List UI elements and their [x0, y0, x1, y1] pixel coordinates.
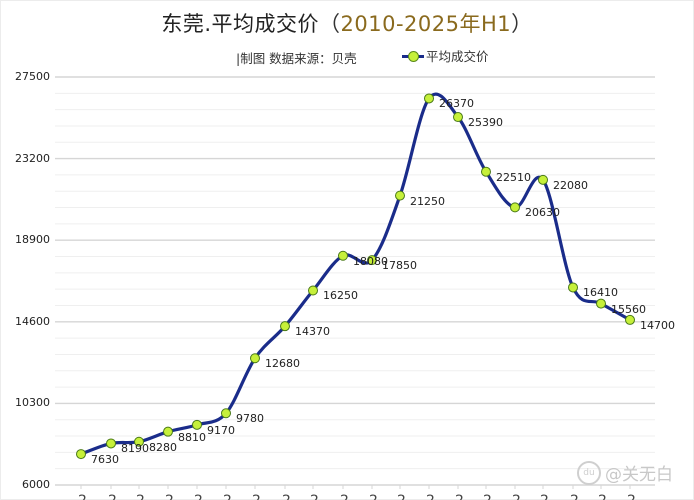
- data-label: 14370: [295, 325, 330, 339]
- y-tick-label: 10300: [15, 396, 50, 410]
- data-label: 22080: [553, 178, 588, 192]
- data-label: 8810: [178, 430, 206, 444]
- x-tick-label-cutoff: 2: [78, 493, 87, 500]
- x-tick-label-cutoff: 2: [397, 493, 406, 500]
- data-point-marker[interactable]: [424, 93, 434, 104]
- data-point-marker[interactable]: [338, 250, 348, 261]
- data-label: 18080: [353, 254, 388, 268]
- data-point-marker[interactable]: [510, 202, 520, 213]
- data-label: 16250: [323, 289, 358, 303]
- data-label: 9780: [236, 412, 264, 426]
- data-point-marker[interactable]: [192, 419, 202, 430]
- baidu-paw-icon: du: [577, 460, 601, 485]
- data-point-marker[interactable]: [453, 112, 463, 123]
- legend-row: |制图 数据来源：贝壳 平均成交价: [0, 46, 694, 66]
- x-tick-label-cutoff: 2: [165, 493, 174, 500]
- data-label: 17850: [382, 259, 417, 273]
- data-label: 20630: [525, 206, 560, 220]
- watermark-text: @关无白: [605, 465, 673, 485]
- x-tick-label-cutoff: 2: [223, 493, 232, 500]
- x-tick-label-cutoff: 2: [282, 493, 291, 500]
- data-label: 8280: [149, 440, 177, 454]
- x-tick-label-cutoff: 2: [194, 493, 203, 500]
- data-point-marker[interactable]: [250, 353, 260, 364]
- data-point-marker[interactable]: [367, 255, 377, 266]
- data-point-marker[interactable]: [76, 449, 86, 460]
- series-line: [80, 92, 631, 456]
- data-point-marker[interactable]: [596, 298, 606, 309]
- data-label: 7630: [91, 453, 119, 467]
- y-tick-label: 23200: [15, 151, 50, 165]
- x-tick-label-cutoff: 2: [108, 493, 117, 500]
- x-tick-label-cutoff: 2: [252, 493, 261, 500]
- data-point-marker[interactable]: [134, 436, 144, 447]
- legend-label: 平均成交价: [426, 49, 489, 64]
- legend-line-marker-icon: [402, 47, 424, 65]
- x-tick-label-cutoff: 2: [512, 493, 521, 500]
- data-label: 26370: [439, 97, 474, 111]
- watermark: du @关无白: [577, 460, 673, 485]
- data-label: 25390: [468, 116, 503, 130]
- y-tick-label: 6000: [22, 478, 50, 491]
- data-point-marker[interactable]: [163, 426, 173, 437]
- data-point-marker[interactable]: [538, 174, 548, 185]
- data-label: 22510: [496, 170, 531, 184]
- data-point-marker[interactable]: [625, 314, 635, 325]
- data-point-marker[interactable]: [221, 408, 231, 419]
- legend: 平均成交价: [402, 46, 489, 65]
- data-point-marker[interactable]: [395, 190, 405, 201]
- data-point-marker[interactable]: [280, 321, 290, 332]
- x-tick-label-cutoff: 2: [627, 493, 636, 500]
- title-close-paren: ）: [511, 12, 533, 36]
- data-point-marker[interactable]: [481, 166, 491, 177]
- data-label: 21250: [410, 194, 445, 208]
- data-label: 9170: [207, 423, 235, 437]
- x-tick-label-cutoff: 2: [369, 493, 378, 500]
- x-tick-label-cutoff: 2: [540, 493, 549, 500]
- y-tick-label: 14600: [15, 314, 50, 328]
- data-point-marker[interactable]: [308, 285, 318, 296]
- title-period: 2010-2025年H1: [340, 12, 512, 36]
- title-main: 东莞.平均成交价: [161, 12, 320, 36]
- x-tick-label-cutoff: 2: [340, 493, 349, 500]
- data-label: 14700: [640, 318, 675, 332]
- x-tick-label-cutoff: 2: [136, 493, 145, 500]
- chart-title: 东莞.平均成交价（2010-2025年H1）: [0, 8, 694, 38]
- x-tick-label-cutoff: 2: [570, 493, 579, 500]
- data-label: 12680: [265, 357, 300, 371]
- data-label: 16410: [583, 286, 618, 300]
- data-point-marker[interactable]: [106, 438, 116, 449]
- x-tick-label-cutoff: 2: [483, 493, 492, 500]
- x-tick-label-cutoff: 2: [598, 493, 607, 500]
- y-tick-label: 18900: [15, 233, 50, 247]
- title-open-paren: （: [319, 12, 341, 36]
- data-point-marker[interactable]: [568, 282, 578, 293]
- source-credit: |制图 数据来源：贝壳: [236, 51, 357, 66]
- data-label: 15560: [611, 302, 646, 316]
- data-label: 8190: [121, 442, 149, 456]
- x-tick-label-cutoff: 2: [310, 493, 319, 500]
- x-tick-label-cutoff: 2: [455, 493, 464, 500]
- x-tick-label-cutoff: 2: [426, 493, 435, 500]
- y-tick-label: 27500: [15, 70, 50, 83]
